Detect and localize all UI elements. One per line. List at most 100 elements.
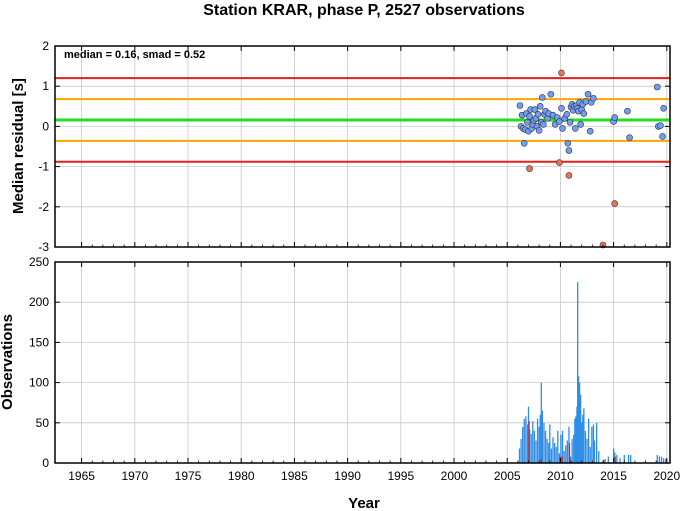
residual-plot-frame [54,45,671,248]
observation-bar [557,430,559,463]
observations-panel: 0 50 100 150 200 250 1965 1970 1975 1980 1985 1990… [0,255,680,511]
y-tick-label: 250 [29,255,49,269]
observation-bar [580,394,582,463]
observation-bar [569,456,572,463]
residual-point [611,114,618,121]
observation-bar [577,376,580,463]
residual-point [559,125,566,132]
residual-point [558,69,565,77]
residual-point [657,122,664,129]
residual-point [582,98,590,105]
observation-bar [538,426,540,463]
residual-point [580,110,588,117]
x-tick-label: 1985 [281,469,308,483]
stats-annotation: median = 0.16, smad = 0.52 [64,49,205,61]
residual-point [526,165,533,172]
residual-point [539,94,546,101]
residual-point [531,106,539,113]
residual-point [566,119,574,126]
x-tick-label: 1965 [68,469,95,483]
x-tick-label: 1970 [121,469,148,483]
x-tick-label: 2015 [600,469,627,483]
residual-grid [55,45,670,248]
observation-bar [552,437,554,463]
residual-point [624,107,631,115]
observation-bar [536,418,539,463]
observation-bar [584,430,587,463]
x-tick-label: 1995 [387,469,414,483]
residual-point [536,103,544,110]
observation-bar [658,456,661,463]
observations-plot-frame [54,261,671,464]
observation-bar [548,442,550,463]
observation-bar [522,426,524,463]
observation-bar [613,448,615,463]
observation-bar [540,382,542,463]
observation-bar [577,282,579,463]
residual-points [516,69,667,249]
observation-bar [526,424,529,463]
observation-bar [532,421,534,463]
observation-bar [533,430,536,463]
observation-bar [616,454,618,463]
observation-bar [576,406,578,463]
residual-point [564,139,572,147]
y-tick-label: 1 [42,79,49,93]
observation-bar [665,458,667,463]
observation-bar [574,418,576,463]
y-tick-label: 0 [42,456,49,470]
observation-bar [583,408,585,463]
residual-point [572,125,579,132]
observation-bar [627,454,630,463]
observation-bar [663,458,665,463]
residual-point [540,121,547,128]
residual-point [556,118,563,125]
x-tick-label: 2010 [547,469,574,483]
x-tick-label: 1990 [334,469,361,483]
observation-bar [614,456,616,463]
observation-bar [530,434,532,463]
residual-point [653,83,661,91]
observation-bar [619,458,621,463]
residual-point [626,134,633,141]
year-x-ticks: 1965 1970 1975 1980 1985 1990 1995 2000 2005 2010… [68,262,680,483]
residual-point [534,111,542,118]
x-tick-label: 2020 [653,469,680,483]
observation-bar [588,418,590,463]
observation-bar [623,454,625,463]
observation-bar [544,430,547,463]
residual-point [516,102,524,109]
x-tick-label: 2000 [441,469,468,483]
residual-point [565,172,573,179]
observation-bar [535,440,537,463]
reference-lines [55,77,670,163]
y-tick-label: -1 [38,160,49,174]
residual-point [611,200,618,207]
x-tick-label: 1975 [175,469,202,483]
observation-bar [528,421,530,463]
residual-y-axis-label: Median residual [s] [10,78,27,214]
residual-point [547,90,555,98]
observation-bar [593,440,596,463]
observation-bar [578,382,581,463]
residual-panel: -3 -2 -1 0 1 2 median = 0.16, smad = 0.52 Med… [10,39,671,254]
y-tick-label: 150 [29,335,49,349]
residual-point [520,139,528,147]
observation-bar [589,446,591,463]
chart-title: Station KRAR, phase P, 2527 observations [203,2,525,19]
residual-point [659,133,666,140]
observation-bar [591,426,593,463]
observation-bar [604,458,606,463]
x-tick-label: 2005 [494,469,521,483]
residual-point [586,127,594,135]
observation-bar [582,414,584,463]
observation-bar [546,438,548,463]
y-tick-label: 50 [36,416,50,430]
observations-y-axis-label: Observations [0,314,16,410]
residual-point [565,147,573,154]
observation-bar [571,438,573,463]
observation-bar [656,454,658,463]
residual-point [590,94,597,102]
observation-bar [660,456,663,463]
residual-point [660,105,667,112]
